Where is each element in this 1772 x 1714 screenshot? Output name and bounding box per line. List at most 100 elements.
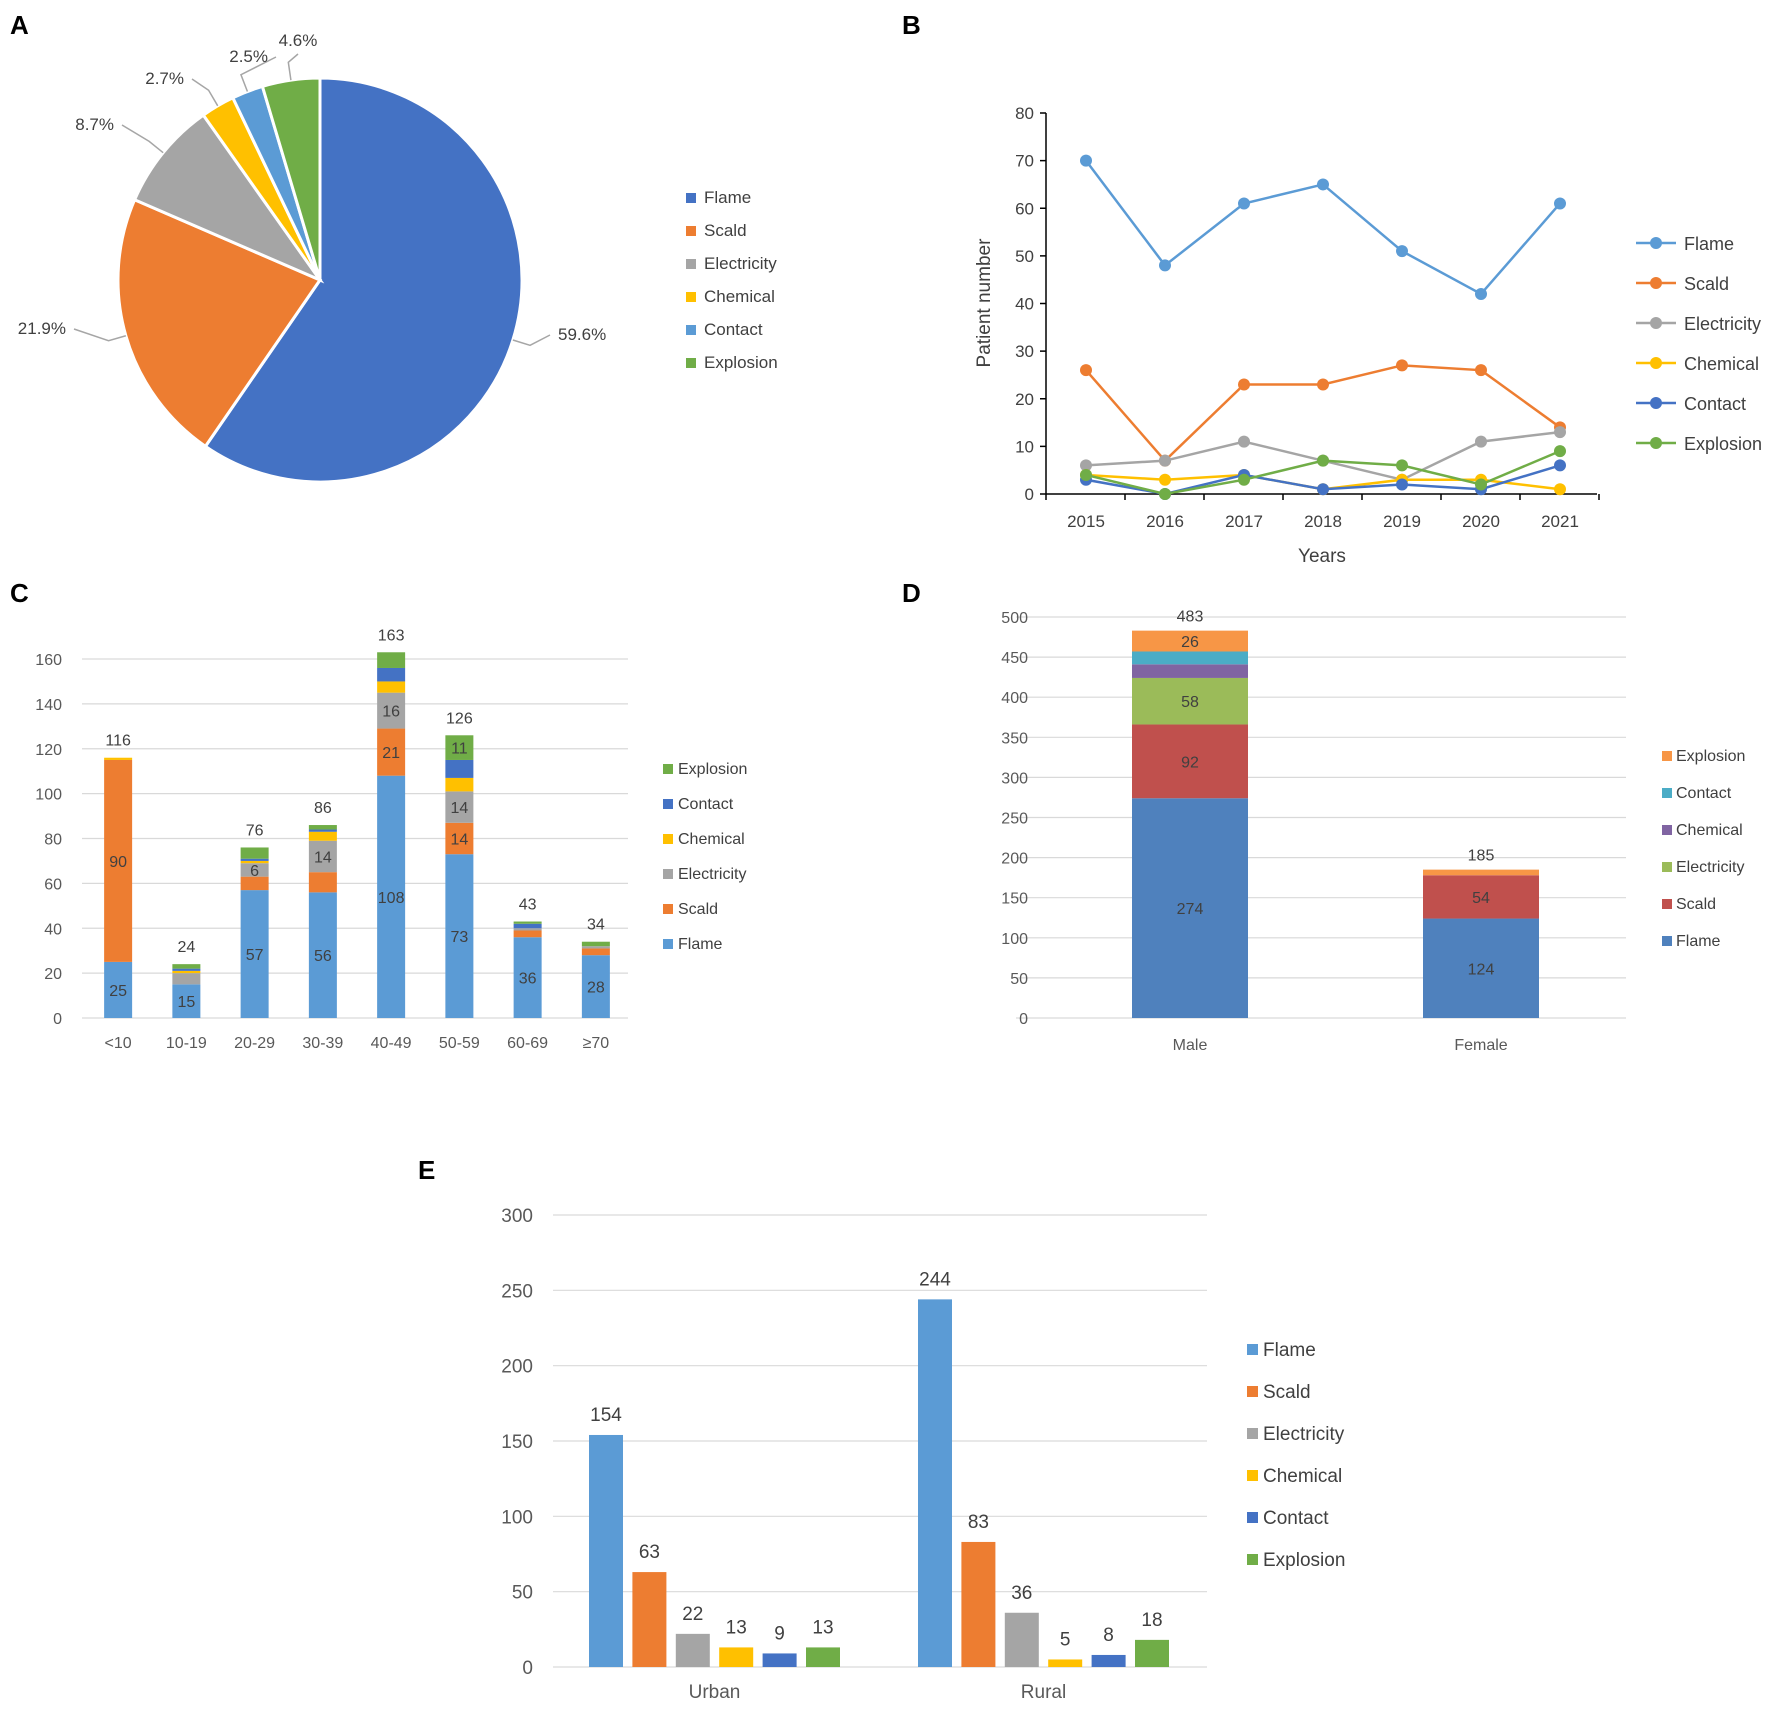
x-tick-label-c-50-59: 50-59 xyxy=(439,1035,480,1052)
legend-label-a-scald: Scald xyxy=(704,221,747,240)
pie-leader-line-contact xyxy=(240,56,277,92)
legend-swatch-c-contact xyxy=(663,799,673,809)
bar-segment-flame-10-19 xyxy=(172,984,201,1018)
legend-swatch-d-contact xyxy=(1662,788,1672,798)
bar-segment-scald-30-39 xyxy=(308,872,337,893)
bar-segment-electricity-ge70 xyxy=(581,946,610,949)
legend-swatch-c-electricity xyxy=(663,869,673,879)
bar-segment-electricity-10-19 xyxy=(172,973,201,985)
legend-label-a-chemical: Chemical xyxy=(704,287,775,306)
data-point-flame-2019 xyxy=(1396,245,1408,258)
bar-segment-scald-male xyxy=(1132,724,1248,799)
y-tick-label-c: 60 xyxy=(44,876,62,893)
legend-label-c-scald: Scald xyxy=(678,901,718,918)
data-point-contact-2021 xyxy=(1554,459,1566,472)
data-point-electricity-2015 xyxy=(1080,459,1092,472)
legend-marker-b-electricity xyxy=(1650,317,1662,329)
data-point-contact-2018 xyxy=(1317,483,1329,496)
x-tick-label-b: 2020 xyxy=(1462,512,1500,531)
y-tick-label-e: 250 xyxy=(501,1281,533,1302)
segment-label-scald-female: 54 xyxy=(1472,890,1490,907)
bar-segment-contact-10-19 xyxy=(172,968,201,971)
y-tick-label-b: 0 xyxy=(1025,485,1034,504)
total-label-20-29: 76 xyxy=(246,822,264,839)
total-label-ge70: 34 xyxy=(587,917,605,934)
legend-swatch-c-chemical xyxy=(663,834,673,844)
segment-label-scald-50-59: 14 xyxy=(450,832,468,849)
data-point-electricity-2017 xyxy=(1238,435,1250,448)
y-tick-label-b: 80 xyxy=(1015,104,1034,123)
y-tick-label-e: 50 xyxy=(512,1583,533,1604)
y-tick-label-b: 30 xyxy=(1015,342,1034,361)
pie-slice-scald xyxy=(116,197,323,449)
segment-label-explosion-male: 26 xyxy=(1181,634,1199,651)
segment-label-scald-male: 92 xyxy=(1181,754,1199,771)
y-tick-label-e: 150 xyxy=(501,1432,533,1453)
data-point-scald-2017 xyxy=(1238,378,1250,391)
data-point-explosion-2020 xyxy=(1475,478,1487,491)
bar-segment-chemical-20-29 xyxy=(240,860,269,864)
x-tick-label-b: 2015 xyxy=(1067,512,1105,531)
x-tick-label-b: 2016 xyxy=(1146,512,1184,531)
bar-segment-flame-male xyxy=(1132,798,1248,1018)
legend-label-c-chemical: Chemical xyxy=(678,831,745,848)
data-point-scald-2020 xyxy=(1475,364,1487,377)
value-label-explosion-rural: 18 xyxy=(1141,1610,1162,1631)
legend-swatch-c-explosion xyxy=(663,764,673,774)
segment-label-flame-female: 124 xyxy=(1468,961,1495,978)
data-point-scald-2018 xyxy=(1317,378,1329,391)
value-label-chemical-urban: 13 xyxy=(726,1617,747,1638)
segment-label-flame-20-29: 57 xyxy=(246,947,264,964)
bar-segment-chemical-lt10 xyxy=(104,757,133,760)
legend-label-d-explosion: Explosion xyxy=(1676,748,1745,765)
legend-swatch-a-scald xyxy=(686,226,696,236)
y-tick-label-c: 140 xyxy=(35,697,62,714)
pie-label-flame: 59.6% xyxy=(558,325,606,344)
bar-segment-chemical-40-49 xyxy=(377,681,406,693)
bar-segment-scald-female xyxy=(1423,875,1539,919)
x-tick-label-e-urban: Urban xyxy=(689,1682,741,1703)
segment-label-electricity-male: 58 xyxy=(1181,694,1199,711)
y-tick-label-d: 400 xyxy=(1001,690,1028,707)
y-tick-label-c: 20 xyxy=(44,966,62,983)
y-tick-label-b: 50 xyxy=(1015,247,1034,266)
legend-label-b-scald: Scald xyxy=(1684,274,1729,294)
pie-label-explosion: 4.6% xyxy=(279,31,318,50)
pie-leader-line-scald xyxy=(73,328,127,342)
x-tick-label-e-rural: Rural xyxy=(1021,1682,1066,1703)
x-tick-label-c-60-69: 60-69 xyxy=(507,1035,548,1052)
bar-segment-explosion-40-49 xyxy=(377,652,406,668)
y-tick-label-e: 300 xyxy=(501,1206,533,1227)
segment-label-flame-40-49: 108 xyxy=(378,890,405,907)
y-axis-title-b: Patient number xyxy=(974,238,995,368)
legend-label-d-chemical: Chemical xyxy=(1676,822,1743,839)
bar-segment-flame-30-39 xyxy=(308,892,337,1018)
bar-segment-flame-50-59 xyxy=(445,854,474,1018)
y-tick-label-d: 200 xyxy=(1001,851,1028,868)
segment-label-flame-30-39: 56 xyxy=(314,948,332,965)
bar-scald-rural xyxy=(961,1541,996,1667)
legend-label-c-explosion: Explosion xyxy=(678,761,747,778)
bar-segment-explosion-female xyxy=(1423,869,1539,876)
x-tick-label-c-lt10: <10 xyxy=(105,1035,132,1052)
legend-swatch-a-contact xyxy=(686,325,696,335)
segment-label-electricity-20-29: 6 xyxy=(250,863,259,880)
segment-label-flame-ge70: 28 xyxy=(587,980,605,997)
bar-segment-flame-20-29 xyxy=(240,890,269,1018)
y-tick-label-e: 200 xyxy=(501,1357,533,1378)
y-tick-label-c: 80 xyxy=(44,832,62,849)
y-tick-label-d: 450 xyxy=(1001,650,1028,667)
bar-segment-scald-ge70 xyxy=(581,948,610,956)
value-label-contact-rural: 8 xyxy=(1103,1625,1114,1646)
x-tick-label-b: 2017 xyxy=(1225,512,1263,531)
bar-segment-flame-lt10 xyxy=(104,961,133,1018)
legend-label-a-flame: Flame xyxy=(704,188,751,207)
legend-swatch-d-chemical xyxy=(1662,825,1672,835)
y-tick-label-c: 100 xyxy=(35,787,62,804)
legend-label-b-electricity: Electricity xyxy=(1684,314,1761,334)
y-tick-label-c: 120 xyxy=(35,742,62,759)
value-label-contact-urban: 9 xyxy=(774,1623,785,1644)
legend-label-c-flame: Flame xyxy=(678,936,723,953)
y-tick-label-d: 300 xyxy=(1001,770,1028,787)
bar-electricity-urban xyxy=(675,1633,710,1667)
